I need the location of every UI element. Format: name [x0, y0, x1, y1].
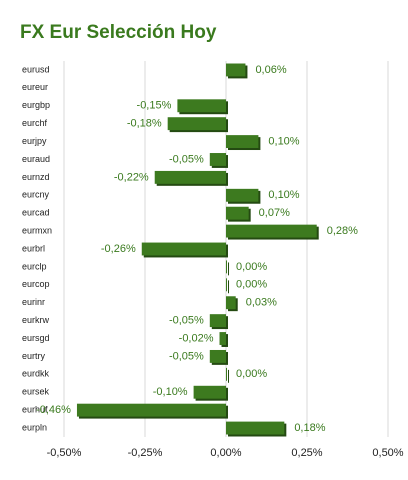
bar	[226, 188, 259, 202]
category-label: eurmxn	[22, 225, 52, 235]
category-label: eurclp	[22, 261, 47, 271]
bar	[226, 224, 317, 238]
value-label: -0,05%	[169, 315, 204, 327]
category-label: eursek	[22, 387, 50, 397]
value-label: -0,26%	[101, 243, 136, 255]
bar	[193, 385, 226, 399]
category-label: eurnzd	[22, 172, 50, 182]
bar	[167, 117, 226, 131]
bar-shadow	[228, 262, 229, 276]
bar	[154, 170, 226, 184]
bar-shadow	[228, 280, 229, 294]
category-label: eurinr	[22, 297, 45, 307]
value-label: -0,02%	[179, 332, 214, 344]
bar	[226, 260, 227, 274]
category-label: eurjpy	[22, 136, 47, 146]
category-label: eurusd	[22, 64, 50, 74]
value-label: -0,15%	[137, 100, 172, 112]
value-label: -0,10%	[153, 386, 188, 398]
x-tick-label: 0,25%	[291, 447, 322, 459]
bar	[209, 349, 226, 363]
value-label: 0,28%	[327, 225, 358, 237]
value-label: 0,10%	[268, 189, 299, 201]
x-tick-label: 0,00%	[210, 447, 241, 459]
x-tick-label: -0,25%	[128, 447, 163, 459]
value-label: 0,00%	[236, 279, 267, 291]
value-label: -0,18%	[127, 118, 162, 130]
value-label: -0,05%	[169, 350, 204, 362]
value-label: 0,03%	[246, 297, 277, 309]
category-label: eurcad	[22, 208, 50, 218]
category-label: eursgd	[22, 333, 50, 343]
value-label: -0,22%	[114, 171, 149, 183]
category-label: eurchf	[22, 118, 48, 128]
x-tick-label: -0,50%	[47, 447, 82, 459]
category-label: eurdkk	[22, 369, 50, 379]
value-label: 0,06%	[255, 64, 286, 76]
category-label: eurgbp	[22, 100, 50, 110]
bar	[226, 296, 236, 310]
category-label: euraud	[22, 154, 50, 164]
bar	[226, 206, 249, 220]
bar	[141, 242, 226, 256]
bar	[177, 99, 226, 113]
bar	[226, 421, 285, 435]
bar	[226, 367, 227, 381]
bar	[76, 403, 227, 417]
bar-shadow	[228, 369, 229, 383]
category-label: eurhuf	[22, 405, 48, 415]
chart-title: FX Eur Selección Hoy	[20, 22, 217, 43]
category-label: eurpln	[22, 422, 47, 432]
category-label: eurcop	[22, 279, 50, 289]
value-label: 0,07%	[259, 207, 290, 219]
value-label: -0,05%	[169, 153, 204, 165]
bar	[226, 135, 259, 149]
category-label: eurbrl	[22, 243, 45, 253]
value-label: 0,18%	[294, 422, 325, 434]
category-label: eurcny	[22, 190, 50, 200]
bar	[209, 314, 226, 328]
x-tick-label: 0,50%	[372, 447, 403, 459]
value-label: 0,00%	[236, 261, 267, 273]
bar	[226, 278, 227, 292]
bar	[219, 332, 226, 345]
value-label: 0,10%	[268, 135, 299, 147]
value-label: -0,46%	[36, 404, 71, 416]
value-label: 0,00%	[236, 368, 267, 380]
category-label: eurtry	[22, 351, 46, 361]
category-label: eurkrw	[22, 315, 50, 325]
category-label: eureur	[22, 82, 48, 92]
bar	[226, 63, 246, 77]
bar	[209, 153, 226, 166]
